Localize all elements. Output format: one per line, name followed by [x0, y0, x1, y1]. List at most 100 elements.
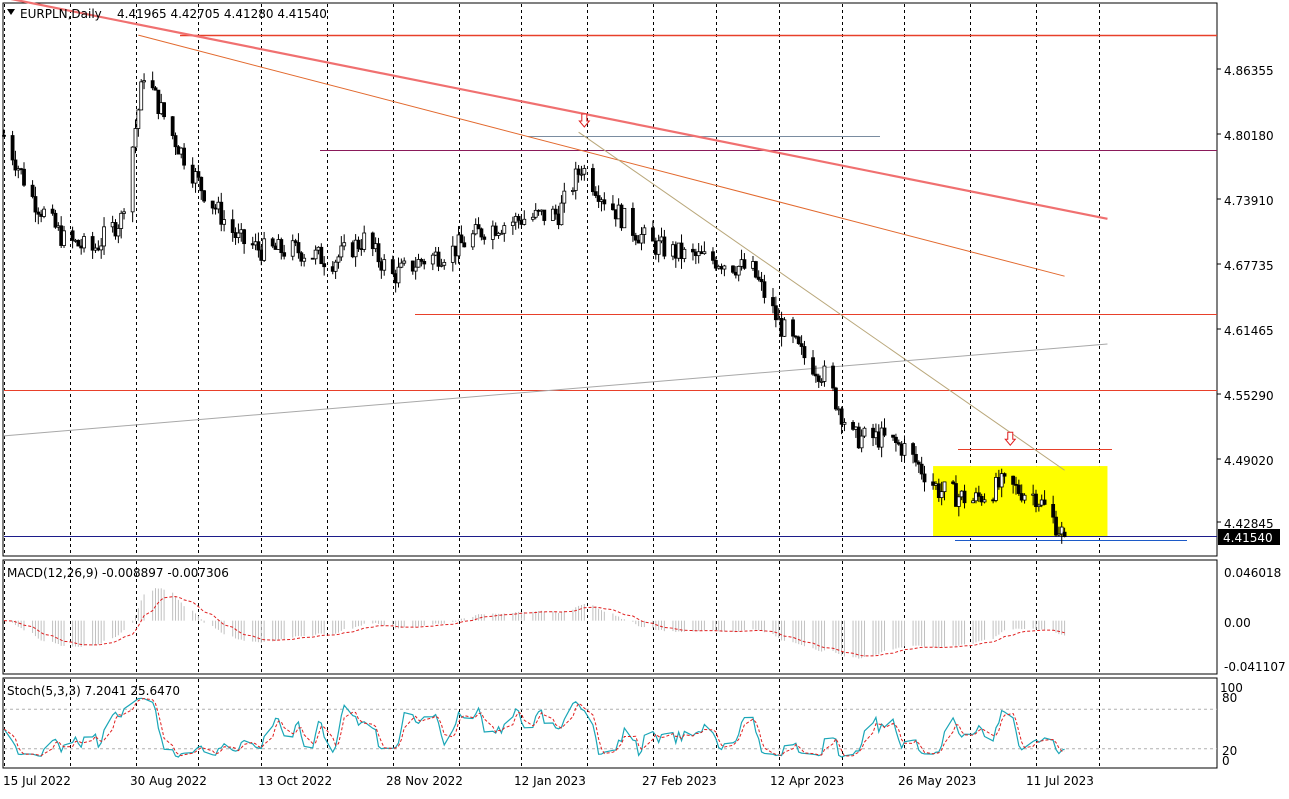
candle-body — [333, 261, 338, 272]
candle-body — [399, 262, 404, 268]
candle-body — [1056, 533, 1061, 536]
candle-body — [736, 265, 741, 276]
candle-body — [919, 463, 924, 475]
candle-body — [582, 168, 587, 175]
candle-body — [1011, 475, 1016, 485]
candle-body — [962, 490, 967, 504]
arrow-down-icon — [1004, 431, 1017, 446]
candle-body — [142, 80, 146, 83]
candle-body — [916, 461, 921, 465]
candle-body — [879, 427, 884, 448]
candle-body — [459, 234, 464, 244]
candle-body — [922, 473, 927, 483]
candle-body — [939, 491, 944, 499]
candle-body — [416, 259, 421, 268]
candle-body — [559, 202, 564, 226]
triangle-down-icon[interactable] — [7, 9, 15, 15]
candle-body — [442, 261, 447, 266]
price-axis-label: 4.67735 — [1224, 259, 1274, 273]
candle-body — [782, 319, 787, 337]
candle-body — [422, 260, 427, 265]
time-axis-label: 26 May 2023 — [898, 774, 976, 788]
candle-body — [199, 176, 204, 192]
candle-body — [691, 248, 695, 253]
stoch-axis-label: 100 — [1220, 681, 1243, 695]
candle-body — [133, 128, 138, 148]
candle-body — [196, 171, 201, 178]
annotations-layer — [3, 0, 1217, 541]
candle-body — [651, 227, 655, 242]
candle-body — [711, 251, 715, 261]
candle-body — [994, 477, 998, 501]
candle-body — [270, 238, 275, 247]
candle-body — [570, 190, 575, 192]
candle-body — [173, 135, 178, 148]
stoch-axis-label: 0 — [1222, 754, 1230, 768]
time-axis-label: 13 Oct 2022 — [258, 774, 332, 788]
candle-body — [22, 168, 26, 186]
time-axis-label: 27 Feb 2023 — [642, 774, 717, 788]
candle-body — [256, 241, 261, 251]
stoch-axis-label: 80 — [1222, 691, 1237, 705]
candle-body — [50, 208, 55, 214]
candle-body — [936, 483, 941, 499]
candle-body — [493, 225, 498, 236]
ohlc-values: 4.41965 4.42705 4.41280 4.41540 — [117, 7, 327, 21]
candle-body — [954, 483, 958, 507]
candle-body — [862, 427, 867, 437]
axes-layer — [1217, 68, 1221, 523]
candle-body — [773, 305, 778, 321]
candle-body — [562, 190, 567, 204]
time-axis-label: 11 Jul 2023 — [1026, 774, 1094, 788]
candles-layer — [2, 71, 1067, 544]
candle-body — [702, 251, 707, 255]
candle-body — [796, 336, 801, 345]
candle-body — [376, 243, 381, 263]
candle-body — [971, 500, 976, 504]
candle-body — [153, 87, 158, 91]
candle-body — [462, 242, 467, 248]
candle-body — [976, 492, 981, 497]
candle-body — [413, 266, 418, 272]
price-axis-label: 4.61465 — [1224, 324, 1274, 338]
candle-body — [370, 232, 375, 250]
trendline-main-down — [10, 0, 1108, 220]
candle-body — [30, 184, 35, 197]
candle-body — [356, 239, 361, 249]
candle-body — [90, 236, 95, 251]
candle-body — [119, 212, 124, 229]
candle-body — [1059, 526, 1064, 535]
price-axis-label: 4.49020 — [1224, 454, 1274, 468]
candle-body — [639, 234, 644, 244]
candle-body — [762, 281, 767, 298]
candle-body — [911, 443, 915, 455]
price-axis-label: 4.42845 — [1224, 517, 1274, 531]
candle-body — [156, 89, 161, 115]
main-price-panel[interactable] — [2, 2, 1218, 557]
macd-axis-label: 0.046018 — [1224, 566, 1281, 580]
candle-body — [139, 81, 144, 111]
candle-body — [13, 159, 18, 171]
candle-body — [382, 259, 387, 271]
time-axis-label: 15 Jul 2022 — [3, 774, 71, 788]
candle-body — [390, 259, 395, 275]
candle-body — [771, 297, 775, 307]
candle-body — [230, 219, 235, 233]
candle-body — [974, 492, 978, 502]
candle-body — [33, 196, 38, 213]
macd-panel[interactable] — [2, 559, 1218, 675]
vertical-grid — [4, 4, 1100, 768]
candle-body — [510, 221, 515, 227]
candle-body — [336, 256, 341, 263]
candle-body — [1051, 503, 1056, 518]
candle-body — [833, 387, 838, 410]
candle-body — [313, 249, 318, 260]
candle-body — [839, 408, 844, 425]
candle-body — [662, 236, 667, 257]
candle-body — [522, 218, 527, 225]
candle-body — [222, 219, 227, 225]
candle-body — [290, 240, 295, 257]
trendline-orange — [138, 34, 1065, 277]
